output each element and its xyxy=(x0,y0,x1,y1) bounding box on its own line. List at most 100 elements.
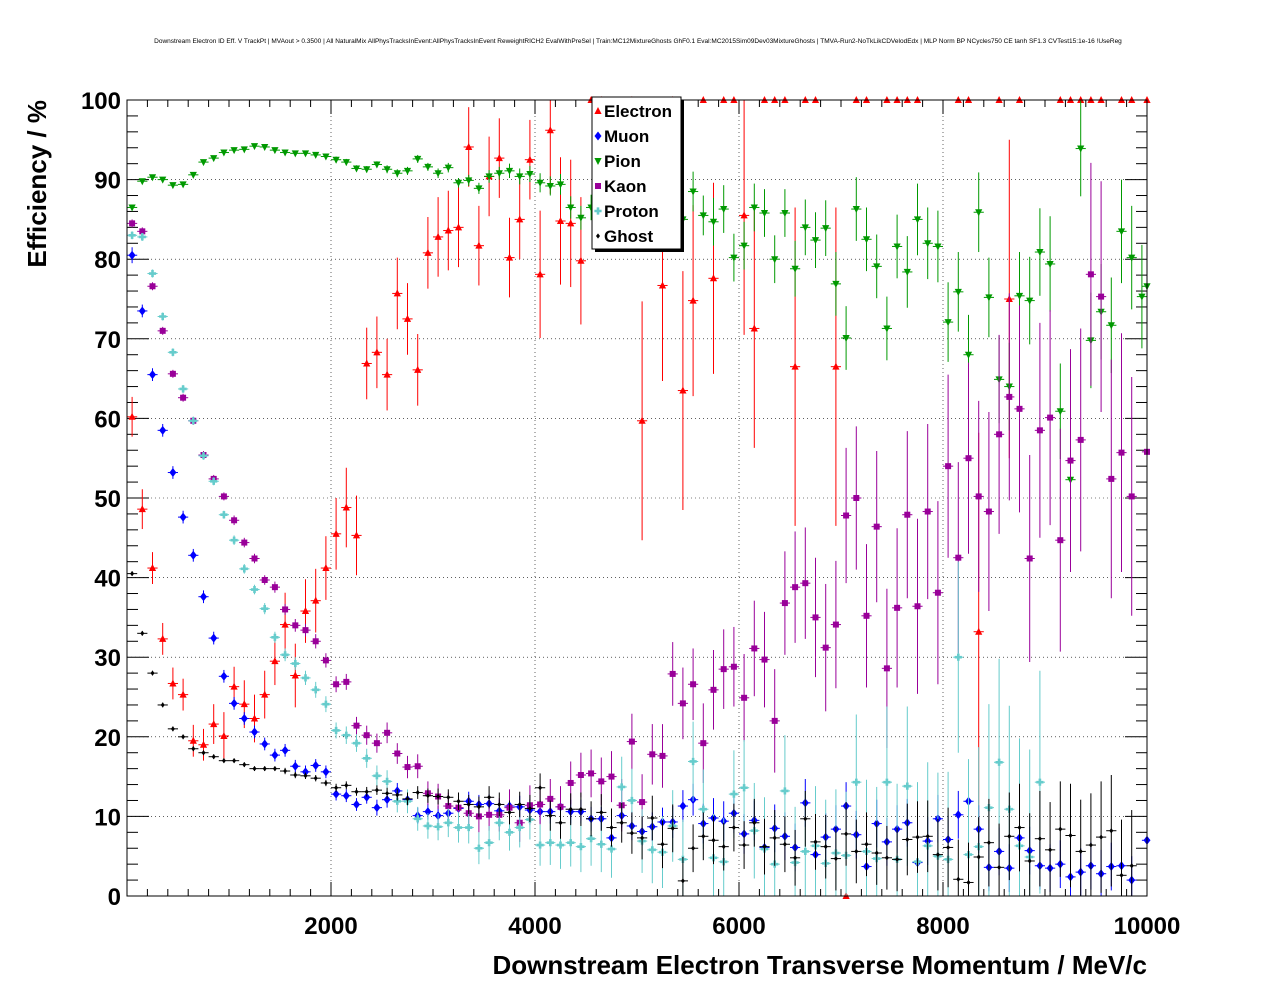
data-point-kaon xyxy=(771,717,778,724)
data-point-kaon xyxy=(1047,414,1054,421)
data-point-muon xyxy=(210,633,218,643)
data-point-kaon xyxy=(1026,555,1033,562)
data-point-kaon xyxy=(302,627,309,634)
data-point-pion xyxy=(301,150,310,158)
data-point-kaon xyxy=(343,678,350,685)
data-point-ghost xyxy=(558,820,563,826)
data-point-proton xyxy=(954,653,962,661)
data-point-ghost xyxy=(293,772,298,778)
data-point-electron xyxy=(332,529,340,537)
data-point-pion xyxy=(454,179,463,187)
data-point-pion xyxy=(424,163,432,171)
data-point-kaon xyxy=(945,463,952,470)
data-point-kaon xyxy=(180,394,187,401)
data-point-kaon xyxy=(373,740,380,747)
data-point-electron xyxy=(791,362,799,370)
data-point-muon xyxy=(312,760,320,770)
x-tick-label: 8000 xyxy=(916,913,969,940)
data-point-muon xyxy=(322,767,330,777)
data-point-proton xyxy=(434,823,442,831)
data-point-electron xyxy=(454,223,463,231)
data-point-ghost xyxy=(609,824,614,831)
y-tick-label: 20 xyxy=(94,725,121,752)
data-point-kaon xyxy=(832,621,839,628)
data-point-kaon xyxy=(1036,427,1043,434)
data-point-kaon xyxy=(975,493,982,500)
data-point-proton xyxy=(414,815,422,823)
data-point-pion xyxy=(791,265,799,273)
data-point-proton xyxy=(587,835,595,843)
legend-entry-pion: Pion xyxy=(594,152,641,171)
data-point-kaon xyxy=(914,603,921,610)
data-point-kaon xyxy=(312,638,319,645)
data-point-muon xyxy=(302,767,309,777)
data-point-kaon xyxy=(822,644,829,651)
data-point-ghost xyxy=(456,798,461,804)
data-point-muon xyxy=(679,801,687,811)
data-point-pion xyxy=(271,147,279,155)
data-point-kaon xyxy=(904,511,911,518)
legend-entry-kaon: Kaon xyxy=(595,177,647,196)
data-point-ghost xyxy=(1068,832,1073,839)
data-point-electron xyxy=(301,607,310,615)
data-point-pion xyxy=(975,209,983,217)
data-point-electron xyxy=(342,503,350,511)
data-point-ghost xyxy=(374,787,379,793)
data-point-pion xyxy=(352,165,361,173)
y-tick-label: 0 xyxy=(108,884,121,911)
data-point-proton xyxy=(995,758,1003,766)
data-point-pion xyxy=(822,225,830,233)
data-point-pion xyxy=(434,170,442,178)
data-point-pion xyxy=(148,174,157,182)
data-point-pion xyxy=(954,288,962,296)
data-point-ghost xyxy=(211,754,216,760)
data-point-ghost xyxy=(395,792,400,798)
data-point-kaon xyxy=(292,622,299,629)
data-point-ghost xyxy=(436,793,441,800)
data-point-ghost xyxy=(476,804,481,810)
legend-label: Pion xyxy=(604,152,641,171)
data-point-proton xyxy=(546,839,554,847)
data-point-electron xyxy=(546,126,554,134)
data-point-muon xyxy=(159,425,167,435)
data-point-pion xyxy=(322,153,330,161)
data-point-ghost xyxy=(272,766,277,772)
data-point-pion xyxy=(373,161,381,169)
data-point-ghost xyxy=(221,758,226,764)
data-point-proton xyxy=(220,511,228,519)
data-point-ghost xyxy=(425,793,430,799)
data-point-proton xyxy=(495,819,503,827)
data-point-ghost xyxy=(232,758,237,764)
data-point-ghost xyxy=(762,844,767,850)
data-point-electron xyxy=(220,732,228,740)
data-point-ghost xyxy=(1007,833,1012,839)
data-point-pion xyxy=(1077,145,1085,153)
data-point-electron xyxy=(750,324,758,332)
data-point-electron xyxy=(199,740,208,748)
data-point-ghost xyxy=(599,809,604,816)
data-point-pion xyxy=(505,167,514,175)
data-point-muon xyxy=(240,713,248,723)
data-point-ghost xyxy=(334,785,339,791)
data-point-ghost xyxy=(640,835,645,841)
data-point-kaon xyxy=(537,801,544,808)
data-point-electron xyxy=(638,416,646,424)
data-point-ghost xyxy=(966,879,971,886)
data-point-muon xyxy=(342,791,350,801)
data-point-pion xyxy=(760,210,769,218)
data-point-electron xyxy=(832,362,840,370)
data-point-proton xyxy=(903,782,911,790)
data-point-kaon xyxy=(394,750,401,757)
data-point-kaon xyxy=(955,554,962,561)
data-point-pion xyxy=(230,147,238,155)
data-point-electron xyxy=(281,620,289,628)
data-point-proton xyxy=(148,269,157,278)
data-point-proton xyxy=(628,796,636,805)
data-point-electron xyxy=(383,370,391,378)
data-point-ghost xyxy=(170,726,175,732)
y-tick-label: 50 xyxy=(94,486,121,513)
data-point-ghost xyxy=(354,789,359,795)
data-point-proton xyxy=(607,845,616,853)
data-point-pion xyxy=(159,176,167,184)
data-point-pion xyxy=(964,351,973,359)
